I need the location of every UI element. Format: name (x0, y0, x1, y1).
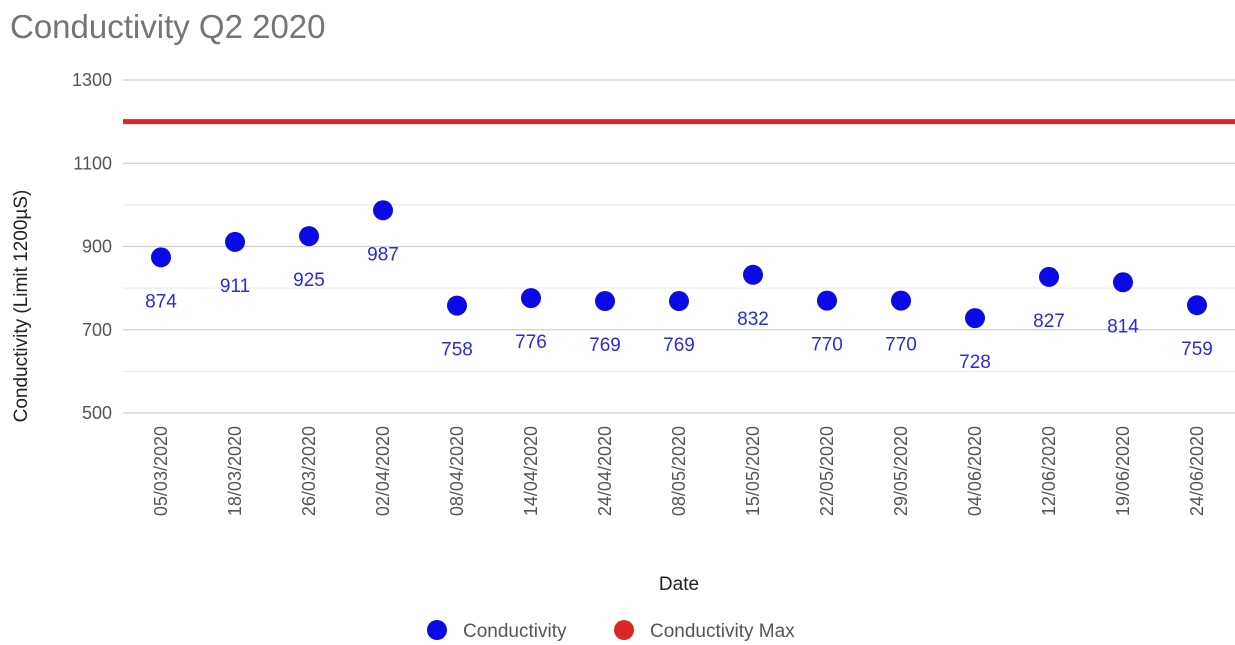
x-tick-label: 18/03/2020 (225, 426, 245, 516)
data-label: 874 (145, 291, 177, 312)
legend-item-conductivity-max[interactable]: Conductivity Max (614, 620, 795, 642)
data-point[interactable] (669, 291, 689, 312)
data-label: 776 (515, 332, 547, 353)
x-tick-label: 24/06/2020 (1187, 426, 1207, 516)
x-axis-title: Date (659, 574, 699, 595)
y-tick-label: 1300 (72, 70, 112, 90)
x-tick-label: 26/03/2020 (299, 426, 319, 516)
data-label: 728 (959, 352, 991, 373)
data-label: 987 (367, 244, 399, 265)
data-label: 925 (293, 270, 325, 291)
y-axis-title: Conductivity (Limit 1200µS) (11, 190, 32, 423)
x-tick-label: 02/04/2020 (373, 426, 393, 516)
legend-label-conductivity: Conductivity (463, 621, 567, 642)
y-tick-labels: 500 700 900 1100 1300 (72, 70, 112, 423)
y-tick-label: 900 (82, 237, 112, 257)
data-point[interactable] (299, 226, 319, 247)
data-point[interactable] (595, 291, 615, 312)
x-tick-label: 08/05/2020 (669, 426, 689, 516)
data-label: 769 (663, 335, 695, 356)
data-point[interactable] (743, 264, 763, 285)
data-label: 759 (1181, 339, 1213, 360)
data-point[interactable] (521, 288, 541, 309)
data-point[interactable] (225, 231, 245, 252)
x-tick-label: 04/06/2020 (965, 426, 985, 516)
x-tick-labels: 05/03/2020 18/03/2020 26/03/2020 02/04/2020… (151, 426, 1207, 516)
data-point[interactable] (891, 290, 911, 311)
data-point[interactable] (817, 290, 837, 311)
data-point[interactable] (1039, 266, 1059, 287)
legend-item-conductivity[interactable]: Conductivity (427, 620, 567, 642)
x-tick-label: 05/03/2020 (151, 426, 171, 516)
data-point[interactable] (1113, 272, 1133, 293)
legend-marker-conductivity-max (614, 620, 634, 640)
x-tick-label: 22/05/2020 (817, 426, 837, 516)
x-tick-label: 29/05/2020 (891, 426, 911, 516)
x-tick-label: 14/04/2020 (521, 426, 541, 516)
data-label: 814 (1107, 316, 1139, 337)
gridlines (123, 79, 1235, 414)
y-tick-label: 700 (82, 320, 112, 340)
data-label: 770 (811, 335, 843, 356)
legend-label-conductivity-max: Conductivity Max (650, 621, 795, 642)
data-label: 827 (1033, 311, 1065, 332)
x-tick-label: 24/04/2020 (595, 426, 615, 516)
data-point[interactable] (151, 247, 171, 268)
x-tick-label: 15/05/2020 (743, 426, 763, 516)
data-label: 770 (885, 335, 917, 356)
data-point[interactable] (373, 200, 393, 221)
y-tick-label: 1100 (73, 153, 112, 173)
x-tick-label: 08/04/2020 (447, 426, 467, 516)
data-point[interactable] (447, 295, 467, 316)
data-label: 758 (441, 340, 473, 361)
data-points (151, 200, 1207, 329)
legend: Conductivity Conductivity Max (427, 620, 795, 642)
data-labels: 874 911 925 987 758 776 769 769 832 770 770 728 827 8… (145, 244, 1213, 373)
data-label: 769 (589, 335, 621, 356)
chart-title: Conductivity Q2 2020 (10, 8, 326, 45)
legend-marker-conductivity (427, 620, 447, 640)
y-tick-label: 500 (82, 403, 112, 423)
data-point[interactable] (1187, 295, 1207, 316)
x-tick-label: 12/06/2020 (1039, 426, 1059, 516)
data-point[interactable] (965, 308, 985, 329)
data-label: 832 (737, 309, 769, 330)
x-tick-label: 19/06/2020 (1113, 426, 1133, 516)
data-label: 911 (220, 276, 250, 297)
